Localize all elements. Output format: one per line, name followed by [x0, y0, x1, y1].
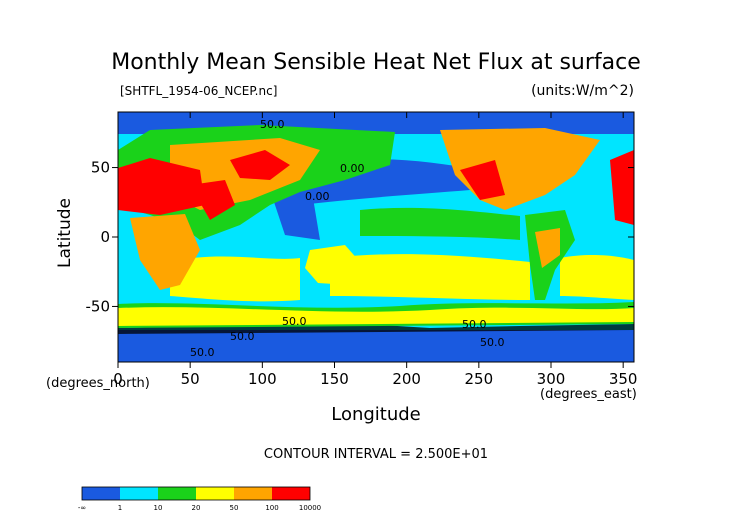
- x-tick-label: 300: [537, 370, 566, 388]
- file-label: [SHTFL_1954-06_NCEP.nc]: [120, 84, 277, 98]
- y-unit-label: (degrees_north): [46, 376, 150, 391]
- chart-title: Monthly Mean Sensible Heat Net Flux at s…: [111, 50, 641, 75]
- south-atlantic-yellow: [560, 254, 634, 300]
- y-tick-label: -50: [86, 297, 111, 315]
- contour-label-1: 0.00: [340, 162, 365, 175]
- antarctic-shelf: [118, 330, 634, 362]
- contour-label-8: 50.0: [260, 118, 285, 131]
- colorbar-tick-label: -∞: [78, 504, 86, 512]
- australia: [305, 245, 360, 285]
- contour-label-3: 50.0: [282, 315, 307, 328]
- colorbar-swatch: [120, 487, 158, 500]
- colorbar-frame: [81, 486, 311, 501]
- south-america-core: [535, 228, 560, 268]
- colorbar-tick-label: 10: [154, 504, 163, 512]
- y-tick-label: 50: [91, 159, 110, 177]
- y-axis-label: Latitude: [55, 198, 75, 268]
- south-pacific-yellow: [330, 254, 530, 300]
- colorbar-tick-label: 1: [118, 504, 122, 512]
- x-tick-label: 250: [465, 370, 494, 388]
- contour-label-7: 50.0: [480, 336, 505, 349]
- colorbar-swatch: [234, 487, 272, 500]
- arabia-hot-core: [190, 180, 235, 220]
- colorbar-tick-label: 100: [265, 504, 278, 512]
- contour-label-4: 50.0: [230, 330, 255, 343]
- y-axis-ticks: 50 0 -50: [86, 159, 634, 315]
- x-tick-label: 150: [320, 370, 349, 388]
- x-tick-label: 100: [248, 370, 277, 388]
- x-tick-label: 0: [113, 370, 123, 388]
- x-tick-label: 50: [181, 370, 200, 388]
- colorbar-tick-label: 50: [230, 504, 239, 512]
- contour-label-2: 0.00: [305, 190, 330, 203]
- flux-field: 0.00 0.00 50.0 50.0 50.0 50.0 50.0 50.0: [118, 112, 634, 362]
- contour-label-5: 50.0: [190, 346, 215, 359]
- colorbar-swatch: [158, 487, 196, 500]
- colorbar-swatch: [272, 487, 310, 500]
- africa-south: [130, 214, 200, 290]
- contour-label-6: 50.0: [462, 318, 487, 331]
- colorbar-swatch: [196, 487, 234, 500]
- x-tick-label: 200: [392, 370, 421, 388]
- colorbar-swatch: [82, 487, 120, 500]
- units-label: (units:W/m^2): [531, 83, 634, 99]
- colorbar-tick-label: 10000: [299, 504, 321, 512]
- x-axis-label: Longitude: [331, 404, 421, 425]
- x-tick-label: 350: [609, 370, 638, 388]
- sahara-hot-core: [118, 158, 205, 215]
- colorbar-tick-label: 20: [192, 504, 201, 512]
- contour-interval-text: CONTOUR INTERVAL = 2.500E+01: [264, 447, 488, 462]
- europe-west: [610, 150, 634, 225]
- south-indian-yellow: [170, 256, 300, 302]
- x-axis-ticks: 0 50 100 150 200 250 300 350: [113, 112, 637, 388]
- southern-ocean-yellow: [118, 307, 634, 326]
- colorbar: -∞ 1 10 20 50 100 10000: [78, 486, 321, 512]
- y-tick-label: 0: [100, 228, 110, 246]
- tibet-hot-core: [230, 150, 290, 180]
- x-unit-label: (degrees_east): [540, 387, 637, 402]
- tropical-pacific-green: [360, 207, 520, 240]
- north-america-hot-core: [460, 160, 505, 200]
